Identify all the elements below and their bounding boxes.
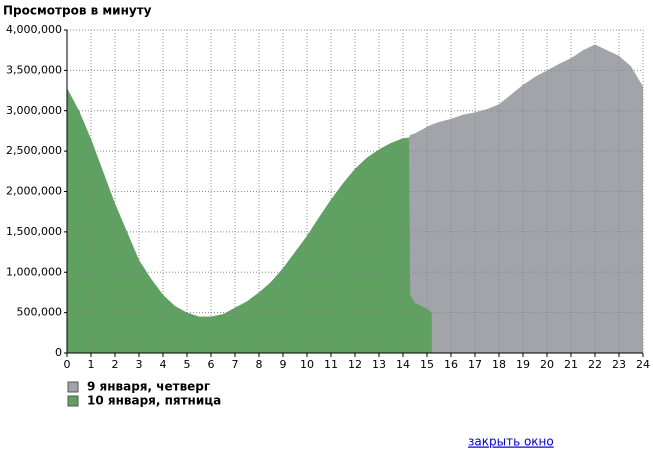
- x-tick-label: 14: [396, 358, 410, 371]
- legend-label: 9 января, четверг: [87, 380, 210, 394]
- y-tick-label: 500,000: [17, 306, 63, 319]
- x-tick-label: 1: [88, 358, 95, 371]
- x-tick-label: 20: [540, 358, 554, 371]
- area: [67, 88, 432, 353]
- y-tick-label: 1,000,000: [6, 265, 62, 278]
- x-tick-label: 24: [636, 358, 650, 371]
- x-tick-label: 3: [136, 358, 143, 371]
- x-tick-label: 0: [64, 358, 71, 371]
- x-tick-label: 17: [468, 358, 482, 371]
- x-tick-label: 16: [444, 358, 458, 371]
- x-tick-label: 13: [372, 358, 386, 371]
- x-tick-label: 22: [588, 358, 602, 371]
- x-tick-label: 15: [420, 358, 434, 371]
- x-tick-label: 7: [232, 358, 239, 371]
- x-tick-label: 8: [256, 358, 263, 371]
- close-link-text[interactable]: закрыть окно: [468, 435, 554, 449]
- legend-label: 10 января, пятница: [87, 394, 221, 408]
- x-tick-label: 12: [348, 358, 362, 371]
- y-tick-label: 4,000,000: [6, 23, 62, 36]
- x-tick-label: 2: [112, 358, 119, 371]
- x-tick-label: 10: [300, 358, 314, 371]
- y-tick-label: 0: [55, 346, 62, 359]
- y-tick-label: 2,000,000: [6, 185, 62, 198]
- x-tick-label: 9: [280, 358, 287, 371]
- x-tick-label: 5: [184, 358, 191, 371]
- x-tick-label: 21: [564, 358, 578, 371]
- y-tick-label: 1,500,000: [6, 225, 62, 238]
- x-tick-label: 19: [516, 358, 530, 371]
- y-tick-label: 3,500,000: [6, 63, 62, 76]
- y-tick-label: 2,500,000: [6, 144, 62, 157]
- x-tick-label: 6: [208, 358, 215, 371]
- x-tick-label: 11: [324, 358, 338, 371]
- y-tick-label: 3,000,000: [6, 104, 62, 117]
- close-link[interactable]: закрыть окно: [468, 435, 554, 449]
- x-tick-label: 4: [160, 358, 167, 371]
- x-tick-label: 18: [492, 358, 506, 371]
- chart-title: Просмотров в минуту: [3, 4, 152, 18]
- legend-swatch: [67, 395, 79, 407]
- x-tick-label: 23: [612, 358, 626, 371]
- legend-swatch: [67, 381, 79, 393]
